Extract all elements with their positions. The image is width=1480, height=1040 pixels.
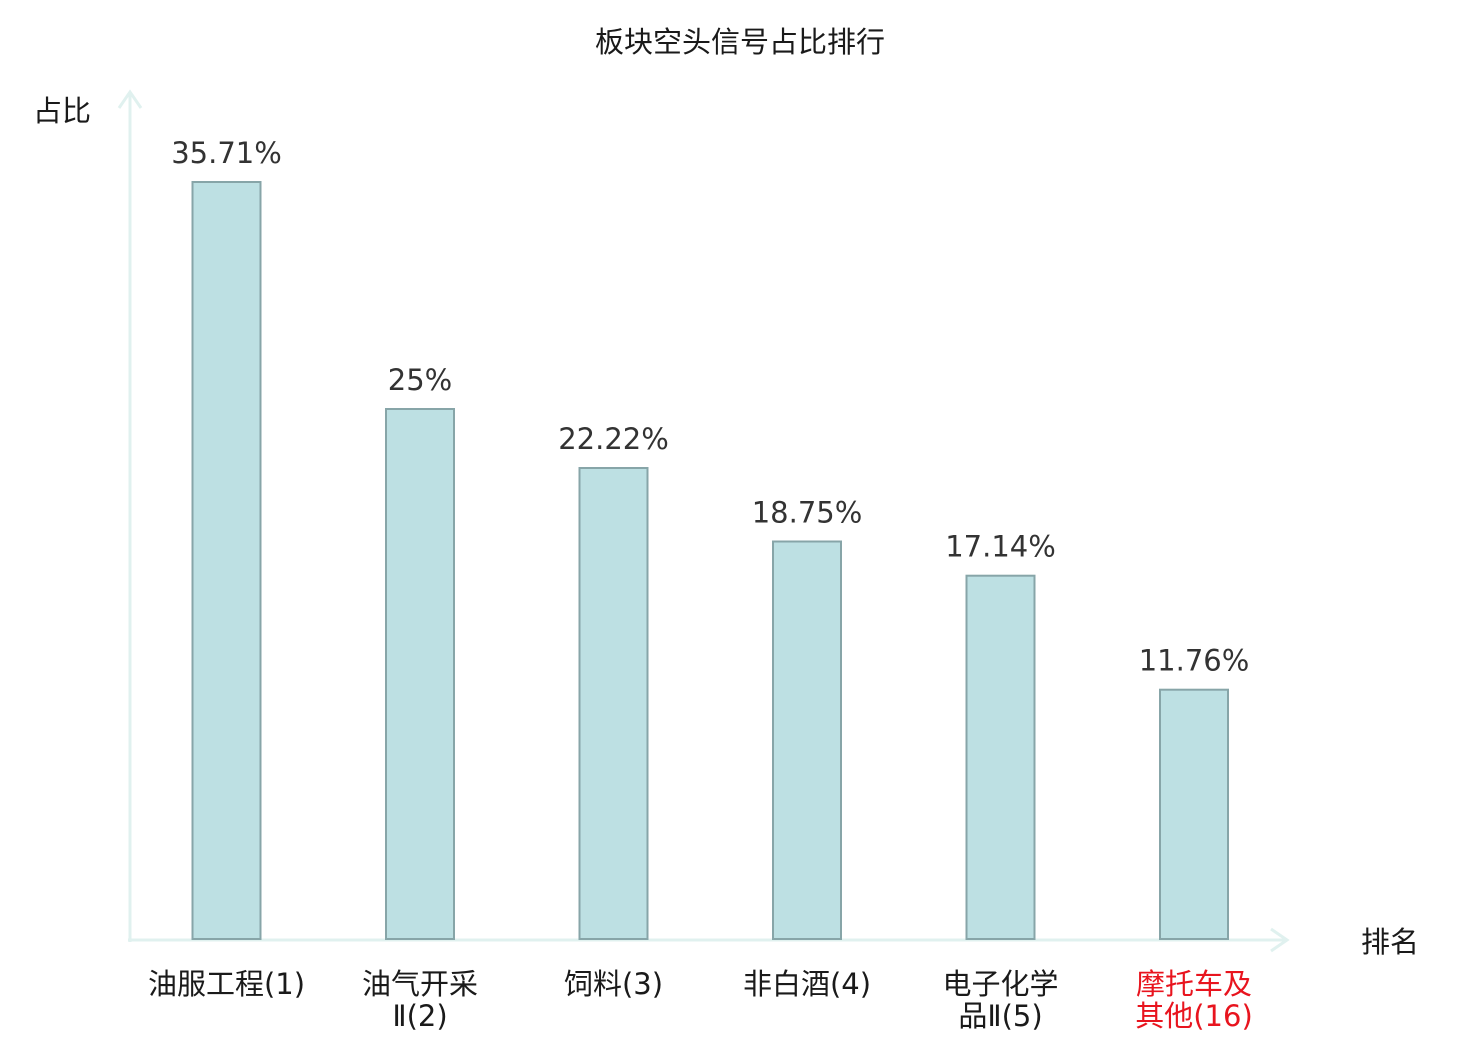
value-label-5: 17.14% [945, 530, 1056, 564]
value-label-3: 22.22% [558, 422, 669, 456]
category-label-5: 电子化学品Ⅱ(5) [942, 967, 1058, 1033]
bar-group [191, 181, 1229, 941]
bar-3 [578, 467, 649, 940]
bar-6 [1159, 688, 1229, 941]
value-label-2: 25% [388, 363, 452, 397]
x-axis-arrow [1270, 927, 1290, 953]
chart-title: 板块空头信号占比排行 [595, 25, 885, 59]
x-axis [128, 927, 1290, 953]
category-label-1: 油服工程(1) [148, 967, 305, 1001]
bar-5 [965, 574, 1036, 940]
y-axis-label: 占比 [33, 94, 91, 128]
bar-4 [772, 540, 842, 940]
value-label-6: 11.76% [1139, 644, 1250, 678]
value-label-4: 18.75% [752, 496, 863, 530]
category-label-3: 饲料(3) [564, 967, 663, 1001]
category-label-6: 摩托车及其他(16) [1135, 967, 1253, 1033]
value-label-group: 35.71% 25% 22.22% 18.75% 17.14% 11.76% [171, 136, 1249, 678]
value-label-1: 35.71% [171, 136, 282, 170]
bar-2 [385, 408, 455, 940]
category-label-2: 油气开采 Ⅱ(2) [362, 967, 478, 1033]
category-label-4: 非白酒(4) [743, 967, 871, 1001]
bar-1 [191, 181, 262, 940]
x-axis-label: 排名 [1361, 925, 1419, 959]
y-axis-arrow [117, 89, 143, 109]
category-label-group: 油服工程(1) 油气开采 Ⅱ(2) 饲料(3) 非白酒(4) 电子化学品Ⅱ(5) 摩托车及其… [148, 967, 1253, 1033]
y-axis [117, 89, 143, 942]
